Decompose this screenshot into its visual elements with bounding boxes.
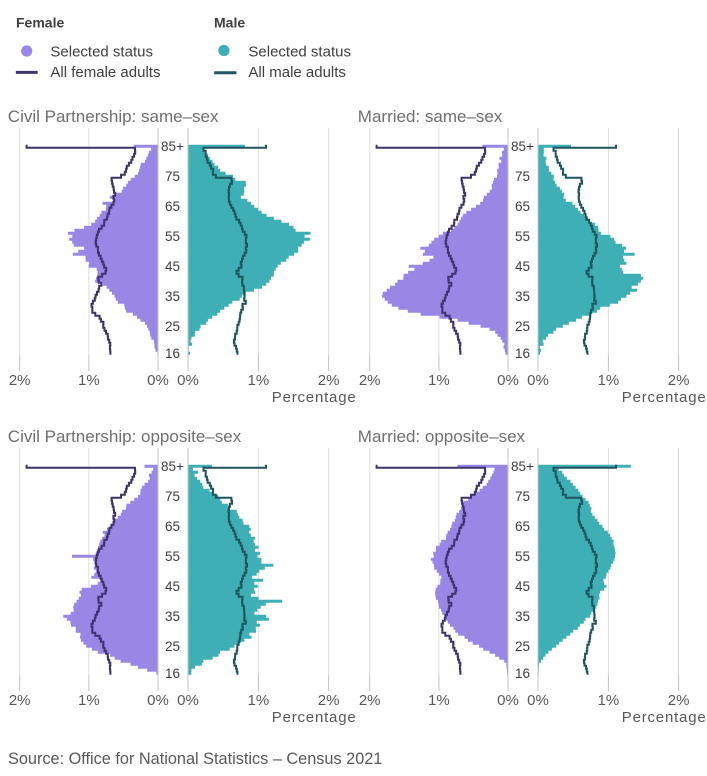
svg-text:35: 35 [515, 289, 530, 304]
svg-text:Percentage: Percentage [622, 709, 707, 726]
svg-text:16: 16 [515, 666, 530, 681]
svg-text:Percentage: Percentage [272, 709, 357, 726]
svg-text:65: 65 [165, 199, 180, 214]
svg-text:1%: 1% [428, 372, 450, 389]
svg-text:1%: 1% [248, 372, 270, 389]
svg-text:55: 55 [515, 229, 530, 244]
svg-text:45: 45 [165, 259, 180, 274]
svg-text:85+: 85+ [511, 139, 534, 154]
svg-text:75: 75 [515, 169, 530, 184]
svg-text:35: 35 [165, 609, 180, 624]
svg-text:55: 55 [165, 549, 180, 564]
svg-text:75: 75 [165, 169, 180, 184]
svg-text:85+: 85+ [161, 139, 184, 154]
svg-text:All female adults: All female adults [50, 64, 160, 81]
svg-text:65: 65 [515, 519, 530, 534]
svg-text:2%: 2% [668, 692, 690, 709]
svg-text:75: 75 [515, 489, 530, 504]
svg-text:16: 16 [165, 666, 180, 681]
svg-text:45: 45 [515, 259, 530, 274]
svg-text:1%: 1% [78, 372, 100, 389]
svg-text:55: 55 [165, 229, 180, 244]
svg-text:55: 55 [515, 549, 530, 564]
svg-text:0%: 0% [177, 372, 199, 389]
svg-text:1%: 1% [598, 692, 620, 709]
svg-text:85+: 85+ [161, 459, 184, 474]
svg-text:65: 65 [515, 199, 530, 214]
svg-text:All male adults: All male adults [248, 64, 346, 81]
svg-text:Female: Female [16, 15, 64, 31]
svg-text:0%: 0% [497, 372, 519, 389]
svg-text:0%: 0% [147, 372, 169, 389]
svg-text:16: 16 [165, 346, 180, 361]
svg-text:45: 45 [515, 579, 530, 594]
svg-text:Married: opposite–sex: Married: opposite–sex [358, 427, 526, 446]
svg-text:85+: 85+ [511, 459, 534, 474]
svg-text:Percentage: Percentage [622, 389, 707, 406]
svg-text:Civil Partnership: opposite–se: Civil Partnership: opposite–sex [8, 427, 242, 446]
svg-text:35: 35 [165, 289, 180, 304]
svg-text:25: 25 [165, 639, 180, 654]
svg-text:1%: 1% [598, 372, 620, 389]
svg-text:Source: Office for National St: Source: Office for National Statistics –… [8, 750, 382, 768]
svg-text:Selected status: Selected status [50, 43, 153, 60]
svg-text:0%: 0% [497, 692, 519, 709]
svg-text:Married: same–sex: Married: same–sex [358, 107, 503, 126]
svg-text:2%: 2% [9, 372, 31, 389]
svg-text:1%: 1% [428, 692, 450, 709]
svg-text:Selected status: Selected status [248, 43, 351, 60]
svg-text:2%: 2% [318, 372, 340, 389]
svg-text:2%: 2% [318, 692, 340, 709]
svg-text:0%: 0% [527, 372, 549, 389]
svg-text:1%: 1% [78, 692, 100, 709]
svg-text:25: 25 [515, 319, 530, 334]
svg-text:Male: Male [214, 15, 245, 31]
svg-text:45: 45 [165, 579, 180, 594]
svg-text:Percentage: Percentage [272, 389, 357, 406]
svg-text:25: 25 [165, 319, 180, 334]
svg-text:25: 25 [515, 639, 530, 654]
svg-text:0%: 0% [147, 692, 169, 709]
svg-text:2%: 2% [668, 372, 690, 389]
svg-text:16: 16 [515, 346, 530, 361]
svg-text:2%: 2% [359, 692, 381, 709]
svg-text:35: 35 [515, 609, 530, 624]
svg-text:2%: 2% [9, 692, 31, 709]
svg-text:75: 75 [165, 489, 180, 504]
svg-text:1%: 1% [248, 692, 270, 709]
svg-text:0%: 0% [527, 692, 549, 709]
svg-text:Civil Partnership: same–sex: Civil Partnership: same–sex [8, 107, 219, 126]
svg-text:0%: 0% [177, 692, 199, 709]
svg-text:65: 65 [165, 519, 180, 534]
svg-text:2%: 2% [359, 372, 381, 389]
